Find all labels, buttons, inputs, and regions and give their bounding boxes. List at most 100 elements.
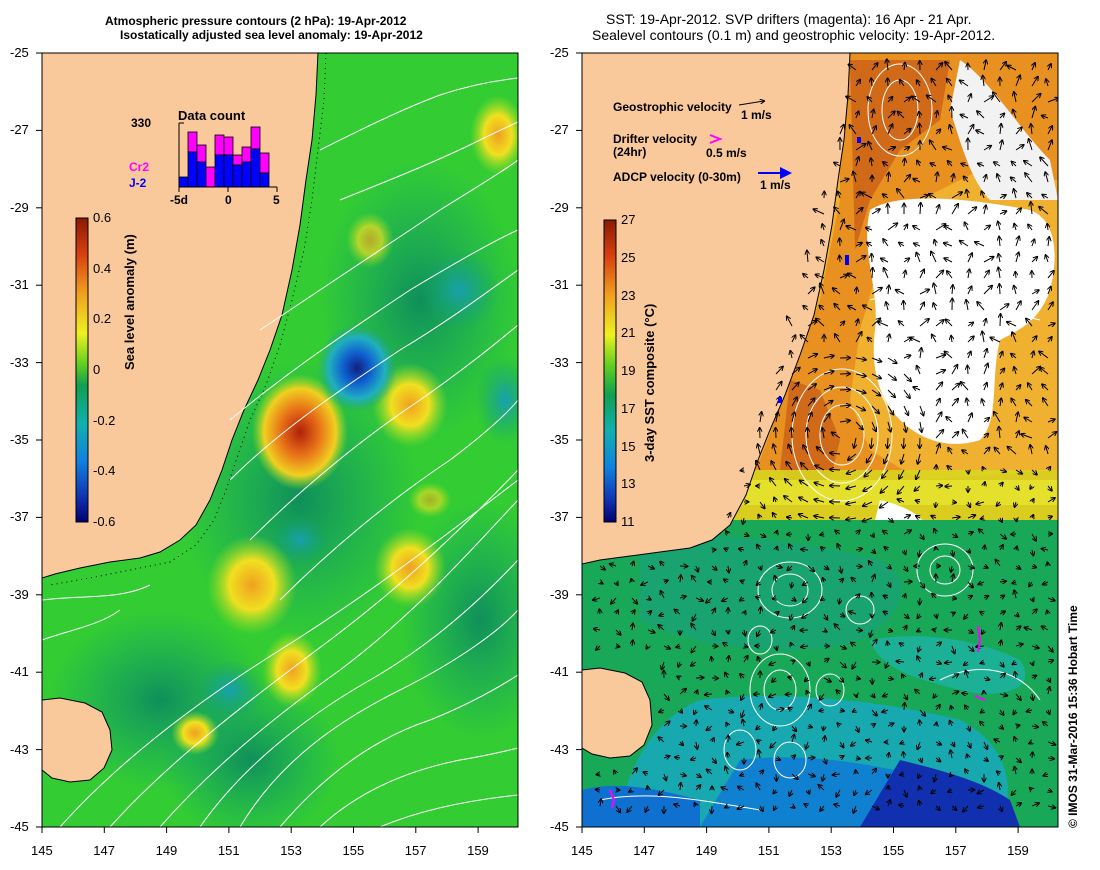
- velocity-arrow: [883, 531, 889, 534]
- velocity-arrow: [965, 222, 968, 231]
- velocity-arrow: [901, 453, 904, 464]
- velocity-arrow: [792, 626, 794, 630]
- velocity-arrow: [904, 421, 906, 432]
- velocity-arrow: [1031, 301, 1038, 311]
- velocity-arrow: [830, 453, 841, 454]
- velocity-arrow: [824, 613, 827, 620]
- velocity-arrow: [981, 662, 984, 663]
- velocity-arrow: [1014, 737, 1016, 743]
- inset-xtick-0: 0: [225, 193, 232, 207]
- velocity-arrow: [919, 709, 925, 716]
- velocity-arrow: [691, 645, 697, 652]
- velocity-arrow: [1046, 79, 1048, 87]
- velocity-arrow: [961, 382, 969, 391]
- velocity-arrow: [599, 566, 605, 570]
- velocity-arrow: [1043, 398, 1049, 407]
- velocity-arrow: [932, 335, 937, 343]
- velocity-arrow: [721, 787, 729, 790]
- velocity-arrow: [887, 111, 895, 119]
- velocity-arrow: [726, 723, 728, 726]
- velocity-arrow: [994, 162, 1001, 167]
- velocity-arrow: [1047, 806, 1055, 808]
- right-lat-tick: -45: [550, 819, 569, 834]
- velocity-arrow: [759, 501, 765, 508]
- velocity-arrow: [917, 741, 920, 749]
- velocity-arrow: [999, 783, 1000, 791]
- velocity-arrow: [801, 335, 809, 343]
- velocity-arrow: [888, 800, 890, 807]
- velocity-arrow: [839, 256, 840, 263]
- velocity-arrow: [999, 533, 1006, 539]
- velocity-arrow: [839, 125, 844, 135]
- velocity-arrow: [952, 574, 954, 583]
- velocity-arrow: [1031, 726, 1038, 727]
- velocity-arrow: [659, 710, 665, 712]
- velocity-arrow: [1013, 110, 1016, 119]
- velocity-arrow: [663, 646, 670, 649]
- velocity-arrow: [725, 806, 728, 808]
- velocity-arrow: [823, 414, 830, 423]
- velocity-arrow: [919, 319, 929, 327]
- velocity-arrow: [999, 114, 1004, 119]
- velocity-arrow: [933, 303, 936, 311]
- velocity-arrow: [631, 768, 637, 775]
- velocity-arrow: [1024, 418, 1033, 423]
- velocity-arrow: [903, 515, 910, 518]
- velocity-arrow: [951, 383, 959, 391]
- velocity-arrow: [916, 516, 920, 518]
- velocity-arrow: [950, 750, 952, 759]
- velocity-arrow: [834, 207, 841, 215]
- velocity-arrow: [900, 742, 904, 744]
- velocity-arrow: [1026, 400, 1033, 407]
- velocity-arrow: [856, 694, 857, 697]
- velocity-arrow: [977, 302, 985, 311]
- velocity-arrow: [968, 550, 970, 553]
- velocity-arrow: [871, 209, 880, 215]
- velocity-arrow: [1015, 385, 1020, 391]
- velocity-arrow: [952, 549, 953, 556]
- velocity-arrow: [1014, 767, 1016, 775]
- velocity-arrow: [1031, 803, 1039, 806]
- velocity-arrow: [888, 421, 891, 432]
- velocity-arrow: [887, 223, 897, 231]
- velocity-arrow: [1016, 546, 1017, 550]
- drifter-scale-arrow: [709, 134, 723, 144]
- velocity-arrow: [1021, 434, 1033, 439]
- velocity-arrow: [936, 705, 940, 711]
- velocity-arrow: [930, 678, 937, 679]
- velocity-arrow: [776, 646, 777, 650]
- velocity-arrow: [823, 677, 831, 682]
- velocity-arrow: [883, 612, 889, 614]
- velocity-arrow: [660, 562, 664, 566]
- velocity-arrow: [1000, 709, 1004, 715]
- velocity-arrow: [904, 159, 905, 167]
- velocity-arrow: [807, 774, 815, 776]
- velocity-arrow: [774, 806, 776, 810]
- velocity-arrow: [1048, 237, 1049, 247]
- velocity-arrow: [1048, 687, 1050, 695]
- velocity-arrow: [868, 142, 873, 151]
- legend-geo-scale: 1 m/s: [741, 108, 772, 122]
- velocity-arrow: [855, 405, 865, 410]
- velocity-arrow: [903, 301, 904, 311]
- velocity-arrow: [1000, 483, 1003, 486]
- velocity-arrow: [728, 565, 729, 573]
- left-lat-tick: -35: [10, 432, 29, 447]
- velocity-arrow: [871, 63, 878, 71]
- velocity-arrow: [872, 575, 875, 583]
- velocity-arrow: [758, 750, 760, 759]
- velocity-arrow: [694, 710, 696, 714]
- left-lon-tick: 153: [280, 843, 302, 858]
- velocity-arrow: [917, 630, 920, 631]
- velocity-arrow: [820, 805, 824, 811]
- velocity-arrow: [1011, 399, 1017, 407]
- velocity-arrow: [792, 598, 796, 601]
- left-lon-tick: 151: [217, 843, 240, 858]
- velocity-arrow: [855, 566, 862, 567]
- velocity-arrow: [856, 678, 860, 679]
- sst-map: [582, 53, 1058, 827]
- velocity-arrow: [744, 561, 746, 567]
- velocity-arrow: [823, 659, 829, 662]
- left-title-line2: Isostatically adjusted sea level anomaly…: [120, 28, 423, 42]
- velocity-arrow: [990, 338, 1001, 343]
